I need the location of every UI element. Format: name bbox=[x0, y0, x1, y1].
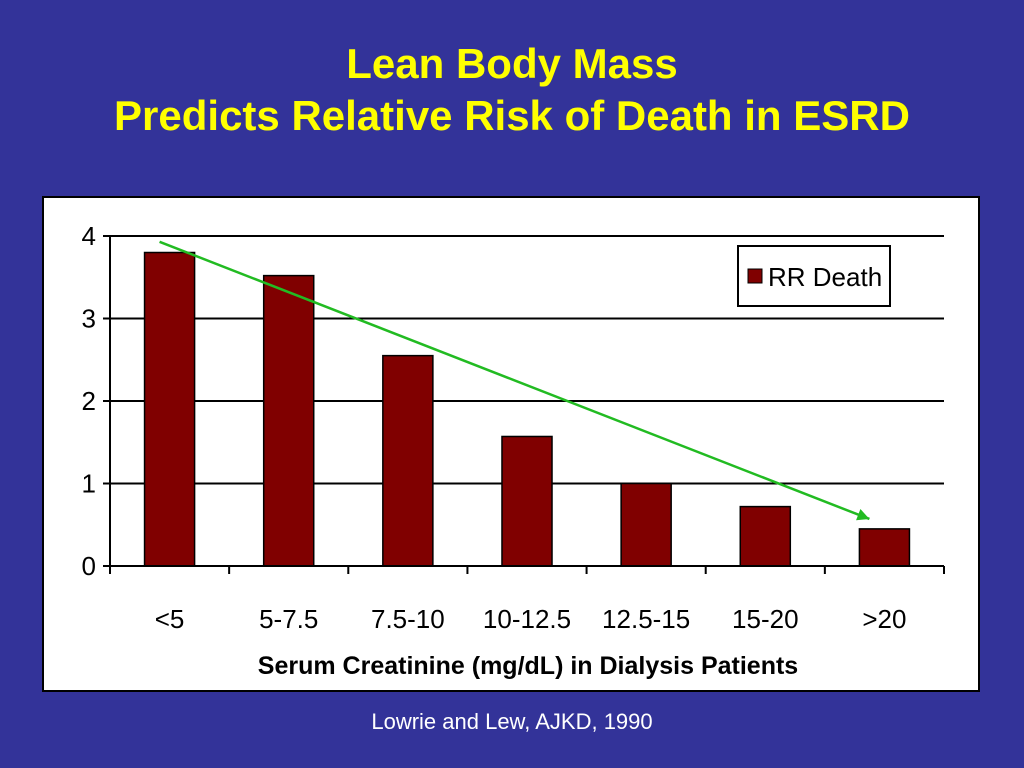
y-tick-labels: 0 1 2 3 4 bbox=[82, 221, 96, 581]
title-line-2: Predicts Relative Risk of Death in ESRD bbox=[114, 92, 910, 139]
trend-arrow-head bbox=[856, 509, 870, 521]
bar-1 bbox=[262, 274, 315, 567]
citation: Lowrie and Lew, AJKD, 1990 bbox=[371, 709, 653, 734]
bar-6 bbox=[858, 528, 911, 567]
x-tick-label: >20 bbox=[862, 604, 906, 634]
bar-2 bbox=[382, 354, 434, 567]
y-tick-label: 4 bbox=[82, 221, 96, 251]
legend: RR Death bbox=[737, 245, 891, 307]
y-tick-label: 1 bbox=[82, 469, 96, 499]
x-axis-title: Serum Creatinine (mg/dL) in Dialysis Pat… bbox=[258, 652, 798, 680]
axes bbox=[103, 235, 945, 574]
trend-arrow-line bbox=[159, 240, 870, 521]
x-tick-label: 7.5-10 bbox=[371, 604, 445, 634]
chart-frame: 0 1 2 3 4 <5 5-7.5 7.5-10 10-12.5 12.5-15 15-20 >2… bbox=[42, 196, 980, 692]
bar-0 bbox=[143, 251, 196, 567]
x-tick-label: 10-12.5 bbox=[483, 604, 571, 634]
bar-4 bbox=[620, 482, 672, 567]
slide-title: Lean Body Mass Predicts Relative Risk of… bbox=[0, 38, 1024, 142]
trend-arrow bbox=[159, 240, 870, 521]
title-line-1: Lean Body Mass bbox=[346, 40, 678, 87]
bar-5 bbox=[739, 505, 792, 567]
x-tick-label: 12.5-15 bbox=[602, 604, 690, 634]
y-tick-label: 3 bbox=[82, 304, 96, 334]
x-tick-labels: <5 5-7.5 7.5-10 10-12.5 12.5-15 15-20 >20 bbox=[155, 604, 907, 634]
bar-chart: 0 1 2 3 4 <5 5-7.5 7.5-10 10-12.5 12.5-15 15-20 >2… bbox=[82, 221, 945, 680]
x-tick-label: 5-7.5 bbox=[259, 604, 318, 634]
legend-swatch bbox=[747, 268, 763, 284]
y-tick-label: 0 bbox=[82, 551, 96, 581]
bar-3 bbox=[501, 435, 553, 567]
legend-label: RR Death bbox=[768, 262, 882, 292]
y-tick-label: 2 bbox=[82, 386, 96, 416]
x-tick-label: <5 bbox=[155, 604, 185, 634]
legend-box bbox=[737, 245, 891, 307]
x-tick-label: 15-20 bbox=[732, 604, 799, 634]
